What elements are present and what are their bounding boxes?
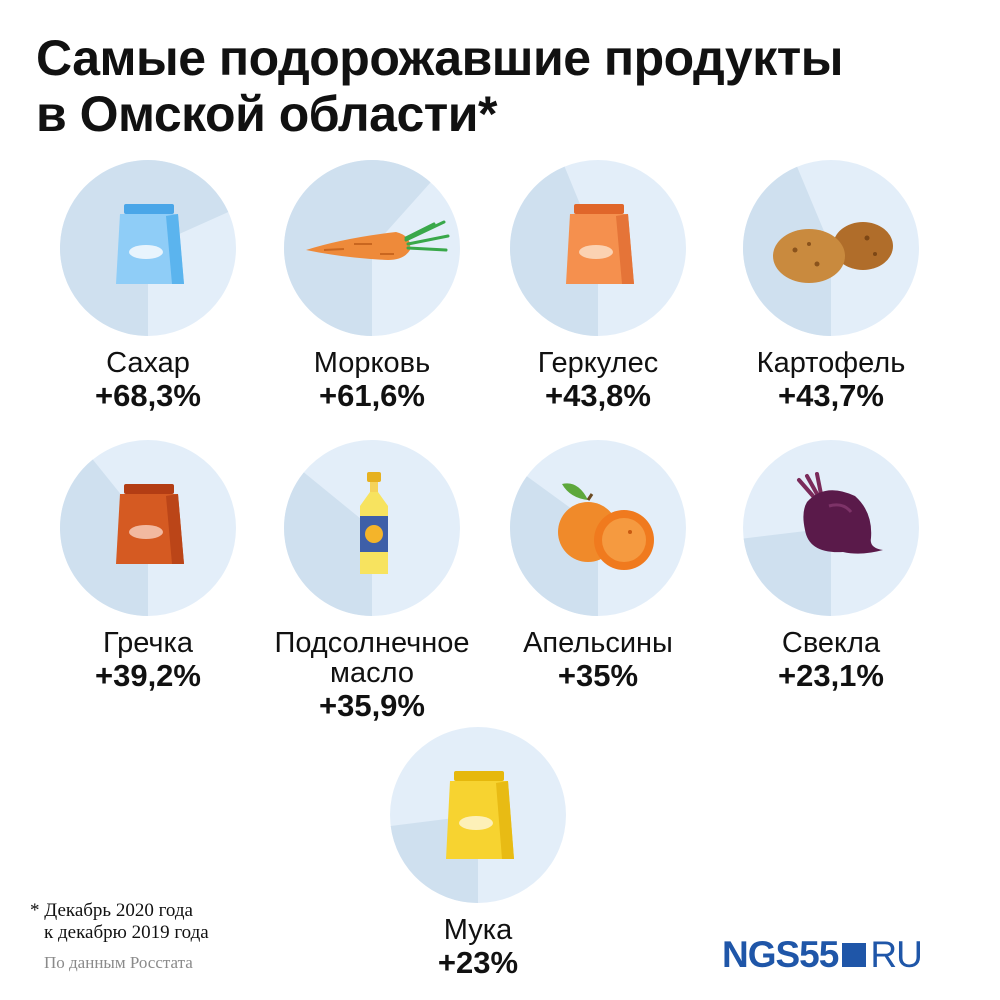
pie-slice-share [284, 472, 372, 616]
product-carrot: Морковь +61,6% [252, 159, 492, 414]
product-sugar: Сахар +68,3% [28, 160, 268, 414]
pie-chart-sugar [59, 160, 236, 336]
product-name: Мука [443, 914, 513, 946]
title-line-1: Самые подорожавшие продукты [36, 30, 843, 86]
carrot-icon [306, 220, 450, 260]
pie-chart-carrot [284, 159, 460, 336]
product-value-label: +39,2% [94, 658, 201, 693]
page-title: Самые подорожавшие продукты в Омской обл… [36, 30, 936, 142]
product-name: Подсолнечное масло [274, 627, 470, 689]
potato-icon [773, 222, 893, 283]
product-oranges: Апельсины +35% [478, 440, 718, 694]
product-value-label: +61,6% [318, 378, 425, 413]
pie-chart-oats [510, 160, 686, 336]
product-name: Свекла [781, 627, 881, 659]
product-flour: Мука +23% [358, 727, 598, 981]
product-value-label: +68,3% [94, 378, 201, 413]
pie-chart-buckwheat [60, 440, 236, 616]
title-line-2: в Омской области* [36, 86, 497, 142]
product-value-label: +35% [557, 658, 639, 693]
flour-bag-icon [446, 771, 514, 859]
oats-bag-icon [566, 204, 634, 284]
product-name: Картофель [756, 347, 906, 379]
beet-icon [797, 472, 883, 554]
product-beet: Свекла +23,1% [711, 440, 951, 694]
product-name: Геркулес [537, 347, 659, 379]
brand-logo: NGS55 RU [722, 934, 923, 975]
orange-icon [558, 483, 654, 570]
product-name: Гречка [103, 627, 193, 659]
pie-slice-share [743, 528, 831, 616]
pie-chart-flour [390, 727, 566, 903]
product-sunflower-oil: Подсолнечное масло +35,9% [252, 440, 492, 724]
product-buckwheat: Гречка +39,2% [28, 440, 268, 694]
brand-square-icon [842, 943, 867, 967]
footnote-line-1: * Декабрь 2020 года [30, 900, 193, 921]
sugar-bag-icon [116, 204, 184, 284]
pie-chart-potato [743, 160, 919, 336]
product-value-label: +23,1% [777, 658, 884, 693]
product-value-label: +35,9% [318, 688, 425, 723]
pie-chart-sunflower-oil [284, 440, 460, 616]
pie-slice-share [60, 459, 149, 616]
product-potato: Картофель +43,7% [711, 160, 951, 414]
source-note: По данным Росстата [44, 953, 193, 972]
footnote-line-2: к декабрю 2019 года [44, 922, 209, 943]
pie-slice-share [510, 476, 598, 616]
product-name: Сахар [106, 347, 190, 379]
brand-suffix: RU [870, 934, 922, 975]
product-value-label: +23% [437, 945, 519, 980]
product-oats: Геркулес +43,8% [478, 160, 718, 414]
footnote: * Декабрь 2020 года к декабрю 2019 года [30, 900, 280, 944]
product-name: Морковь [313, 347, 431, 379]
oil-bottle-icon [360, 472, 388, 574]
brand-name: NGS55 [722, 934, 839, 975]
product-name: Апельсины [523, 627, 673, 659]
pie-chart-beet [743, 440, 919, 616]
product-value-label: +43,7% [777, 378, 884, 413]
product-value-label: +43,8% [544, 378, 651, 413]
buckwheat-bag-icon [116, 484, 184, 564]
pie-chart-oranges [510, 440, 686, 616]
